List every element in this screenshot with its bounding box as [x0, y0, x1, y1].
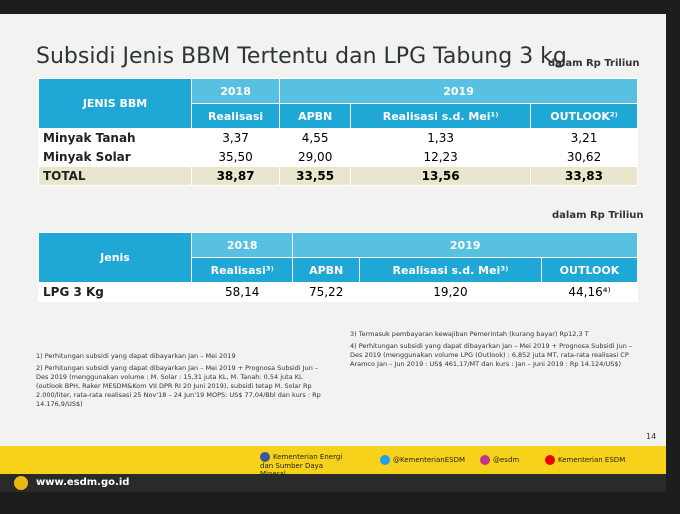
footnote: 1) Perhitungan subsidi yang dapat dibaya…	[36, 352, 236, 360]
footer-bottom: www.esdm.go.id	[0, 474, 666, 492]
header-cell: APBN	[292, 257, 360, 283]
cell: 35,50	[190, 147, 281, 167]
cell: 4,55	[279, 128, 352, 148]
title: Subsidi Jenis BBM Tertentu dan LPG Tabun…	[36, 44, 567, 69]
header-cell: APBN	[279, 103, 352, 129]
header-cell: 2019	[279, 78, 638, 104]
cell: Minyak Tanah	[38, 128, 192, 148]
notes-right: 3) Termasuk pembayaran kewajiban Pemerin…	[350, 330, 640, 372]
cell: 38,87	[190, 166, 281, 186]
cell: 3,37	[190, 128, 281, 148]
notes-left: 1) Perhitungan subsidi yang dapat dibaya…	[36, 352, 326, 412]
table-lpg: Jenis 2018 2019 Realisasi³⁾ APBN Realisasi s.…	[38, 232, 639, 302]
twitter-text: @KementerianESDM	[393, 456, 466, 464]
row: Minyak Tanah 3,37 4,55 1,33 3,21	[38, 128, 638, 148]
cell: 75,22	[292, 282, 360, 302]
twitter: @KementerianESDM	[380, 455, 465, 465]
footnote: 2) Perhitungan subsidi yang dapat dibaya…	[36, 364, 321, 408]
header-cell: Realisasi³⁾	[190, 257, 294, 283]
cell: 30,62	[530, 147, 638, 167]
header-row: Jenis 2018 2019	[38, 232, 638, 283]
cell: 13,56	[350, 166, 532, 186]
header-cell: 2019	[292, 232, 638, 258]
cell: 19,20	[358, 282, 542, 302]
instagram-text: @esdm	[493, 456, 520, 464]
row: Minyak Solar 35,50 29,00 12,23 30,62	[38, 147, 638, 167]
cell: TOTAL	[38, 166, 192, 186]
header-cell: Realisasi s.d. Mei¹⁾	[350, 103, 532, 129]
header-row: Realisasi³⁾ APBN Realisasi s.d. Mei³⁾ OUTLO…	[39, 257, 639, 283]
header-cell: OUTLOOK²⁾	[530, 103, 638, 129]
cell: 58,14	[190, 282, 294, 302]
header-row: JENIS BBM 2018 2019	[38, 78, 638, 129]
footnote: 4) Perhitungan subsidi yang dapat dibaya…	[350, 342, 633, 368]
slide: Subsidi Jenis BBM Tertentu dan LPG Tabun…	[0, 14, 666, 492]
url: www.esdm.go.id	[36, 477, 130, 488]
header-cell: Realisasi s.d. Mei³⁾	[358, 257, 542, 283]
cell: Minyak Solar	[38, 147, 192, 167]
youtube: Kementerian ESDM	[545, 455, 625, 465]
row: LPG 3 Kg 58,14 75,22 19,20 44,16⁴⁾	[38, 282, 639, 302]
table-bbm: JENIS BBM 2018 2019 Realisasi APBN Realisasi …	[38, 78, 638, 186]
header-cell: 2018	[190, 232, 294, 258]
header-cell: JENIS BBM	[38, 78, 192, 129]
page-number: 14	[646, 432, 657, 441]
instagram: @esdm	[480, 455, 519, 465]
unit: dalam Rp Triliun	[552, 210, 644, 221]
cell: 44,16⁴⁾	[540, 282, 639, 302]
header-row: Realisasi APBN Realisasi s.d. Mei¹⁾ OUTLOOK…	[39, 103, 638, 129]
footnote: 3) Termasuk pembayaran kewajiban Pemerin…	[350, 330, 589, 338]
row: TOTAL 38,87 33,55 13,56 33,83	[38, 166, 638, 186]
header-cell: OUTLOOK	[540, 257, 639, 283]
cell: 33,83	[530, 166, 638, 186]
cell: 3,21	[530, 128, 638, 148]
unit: dalam Rp Triliun	[548, 58, 640, 69]
cell: 1,33	[350, 128, 532, 148]
cell: LPG 3 Kg	[38, 282, 192, 302]
cell: 12,23	[350, 147, 532, 167]
logo	[14, 476, 28, 490]
youtube-text: Kementerian ESDM	[558, 456, 626, 464]
header-cell: Jenis	[38, 232, 192, 283]
cell: 29,00	[279, 147, 352, 167]
footer-band: Kementerian Energi dan Sumber Daya Miner…	[0, 446, 666, 478]
header-cell: Realisasi	[190, 103, 281, 129]
header-cell: 2018	[190, 78, 281, 104]
cell: 33,55	[279, 166, 352, 186]
